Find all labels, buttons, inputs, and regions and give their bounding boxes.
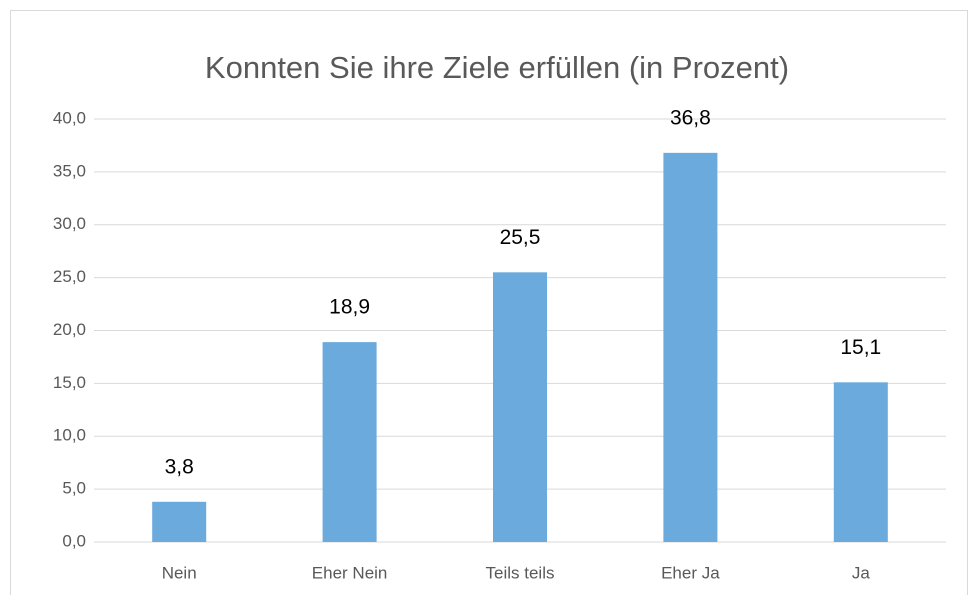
y-tick-label: 10,0 [53, 426, 86, 445]
x-tick-label: Eher Ja [661, 563, 720, 582]
bar [322, 342, 377, 542]
x-tick-label: Eher Nein [312, 563, 388, 582]
value-label: 18,9 [329, 296, 370, 319]
value-label: 3,8 [165, 455, 194, 478]
value-label: 15,1 [840, 336, 881, 359]
y-tick-label: 5,0 [62, 479, 86, 498]
value-label: 25,5 [500, 226, 541, 249]
bar [493, 272, 547, 542]
bar [663, 152, 718, 542]
x-tick-label: Teils teils [486, 563, 555, 582]
y-tick-label: 15,0 [53, 373, 86, 392]
bar [833, 382, 888, 542]
x-tick-label: Ja [852, 563, 871, 582]
y-tick-label: 25,0 [53, 267, 86, 286]
y-tick-label: 0,0 [62, 531, 86, 550]
chart-title: Konnten Sie ihre Ziele erfüllen (in Proz… [205, 50, 789, 85]
value-label: 36,8 [670, 106, 711, 129]
y-tick-label: 20,0 [53, 320, 86, 339]
y-tick-label: 30,0 [53, 214, 86, 233]
y-tick-label: 40,0 [53, 108, 86, 127]
bar [152, 501, 207, 542]
x-tick-label: Nein [162, 563, 197, 582]
y-tick-label: 35,0 [53, 161, 86, 180]
chart-frame [10, 10, 968, 595]
